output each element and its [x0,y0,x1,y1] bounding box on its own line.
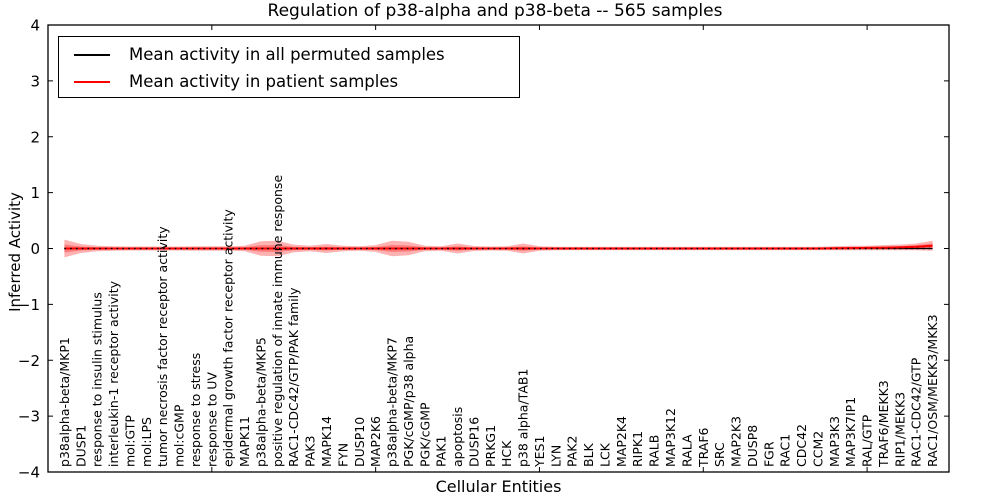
legend-label-permuted: Mean activity in all permuted samples [129,45,445,64]
y-tick-label: −4 [18,464,40,482]
x-category-label: RAL/GTP [860,414,875,467]
patient-line-swatch [74,80,110,83]
x-category-label: positive regulation of innate immune res… [270,175,285,467]
x-category-label: RALB [647,435,662,467]
x-category-label: TRAF6 [696,427,711,468]
x-category-label: BLK [581,442,596,467]
x-category-label: interleukin-1 receptor activity [106,280,121,467]
legend: Mean activity in all permuted samples Me… [58,36,520,98]
x-category-label: p38alpha-beta/MKP5 [253,337,268,467]
x-category-label: MAP2K3 [729,416,744,467]
x-category-label: DUSP10 [352,417,367,467]
x-category-label: RAC1 [778,434,793,467]
x-category-label: response to UV [204,372,219,467]
patient-mean-line [64,244,933,250]
legend-label-patient: Mean activity in patient samples [129,72,399,91]
x-category-label: FYN [335,443,350,467]
x-category-label: RIP1/MEKK3 [892,392,907,467]
x-category-label: MAP3K3 [827,416,842,467]
x-category-label: PGK/cGMP/p38 alpha [401,336,416,467]
x-category-label: YES1 [532,436,547,468]
x-category-label: MAP3K12 [663,408,678,467]
x-category-label: CCM2 [810,431,825,467]
y-tick-label: 1 [30,184,40,202]
x-category-label: RAC1-CDC42/GTP [909,357,924,467]
x-category-label: epidermal growth factor receptor activit… [221,209,236,467]
x-category-label: PAK3 [303,436,318,467]
x-category-label: p38alpha-beta/MKP1 [57,337,72,467]
x-category-label: SRC [712,442,727,467]
x-category-label: MAP2K6 [368,416,383,467]
x-category-label: DUSP16 [466,417,481,467]
x-category-label: FGR [761,441,776,467]
legend-entry-patient: Mean activity in patient samples [59,68,519,95]
x-category-label: MAPK14 [319,416,334,467]
x-category-label: LCK [597,442,612,467]
x-category-label: mol:GTP [122,415,137,467]
x-category-label: PAK1 [434,436,449,467]
y-tick-label: 2 [30,128,40,146]
x-category-label: PAK2 [565,436,580,467]
chart-title: Regulation of p38-alpha and p38-beta -- … [267,1,723,21]
permuted-line-swatch [74,53,110,56]
y-tick-label: −1 [18,296,40,314]
x-category-label: p38 alpha/TAB1 [516,369,531,467]
x-category-label: p38alpha-beta/MKP7 [385,337,400,467]
x-category-label: response to stress [188,353,203,467]
x-category-label: DUSP1 [73,425,88,467]
x-category-label: MAP3K7IP1 [843,397,858,467]
x-category-label: mol:LPS [139,417,154,467]
y-tick-label: 3 [30,72,40,90]
x-category-label: RAC1/OSM/MEKK3/MKK3 [925,314,940,467]
x-category-label: PGK/cGMP [417,402,432,467]
x-category-label: MAPK11 [237,416,252,467]
x-category-label: tumor necrosis factor receptor activity [155,226,170,467]
x-category-label: RIPK1 [630,431,645,467]
x-category-label: mol:cGMP [172,404,187,467]
y-axis-label: Inferred Activity [6,192,24,312]
x-category-label: LYN [548,445,563,467]
x-category-label: HCK [499,440,514,467]
x-category-label: RAC1-CDC42/GTP/PAK family [286,287,301,467]
x-category-label: CDC42 [794,424,809,467]
x-category-label: PRKG1 [483,425,498,467]
x-category-label: apoptosis [450,407,465,467]
y-tick-label: 4 [30,17,40,35]
legend-entry-permuted: Mean activity in all permuted samples [59,41,519,68]
y-tick-label: −2 [18,352,40,370]
y-tick-label: 0 [30,240,40,258]
x-category-label: RALA [679,434,694,467]
x-axis-label: Cellular Entities [435,477,562,496]
x-category-label: DUSP8 [745,425,760,467]
y-tick-label: −3 [18,408,40,426]
x-category-label: response to insulin stimulus [90,292,105,467]
x-category-label: TRAF6/MEKK3 [876,380,891,468]
x-category-label: MAP2K4 [614,416,629,467]
